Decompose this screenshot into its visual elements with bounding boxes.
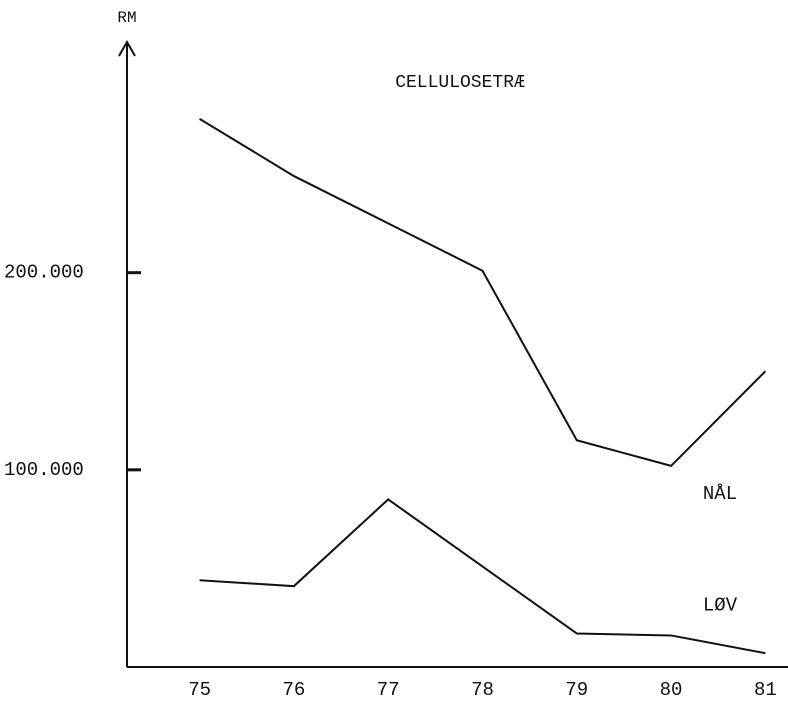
x-tick-label: 81 bbox=[754, 679, 777, 701]
series-line bbox=[199, 118, 767, 468]
series-line bbox=[199, 498, 766, 655]
series-label: NÅL bbox=[703, 483, 737, 505]
y-tick-label: 200.000 bbox=[4, 262, 84, 284]
series-label: LØV bbox=[703, 594, 738, 616]
y-axis-arrow bbox=[118, 39, 136, 57]
x-tick-label: 76 bbox=[282, 679, 305, 701]
x-tick-label: 78 bbox=[471, 679, 494, 701]
x-tick-label: 80 bbox=[660, 679, 683, 701]
chart-title: CELLULOSETRÆ bbox=[395, 73, 525, 93]
x-tick-label: 79 bbox=[565, 679, 588, 701]
x-tick-label: 77 bbox=[377, 679, 400, 701]
y-tick-label: 100.000 bbox=[4, 459, 84, 481]
y-axis-label: RM bbox=[117, 9, 136, 27]
x-tick-label: 75 bbox=[188, 679, 211, 701]
